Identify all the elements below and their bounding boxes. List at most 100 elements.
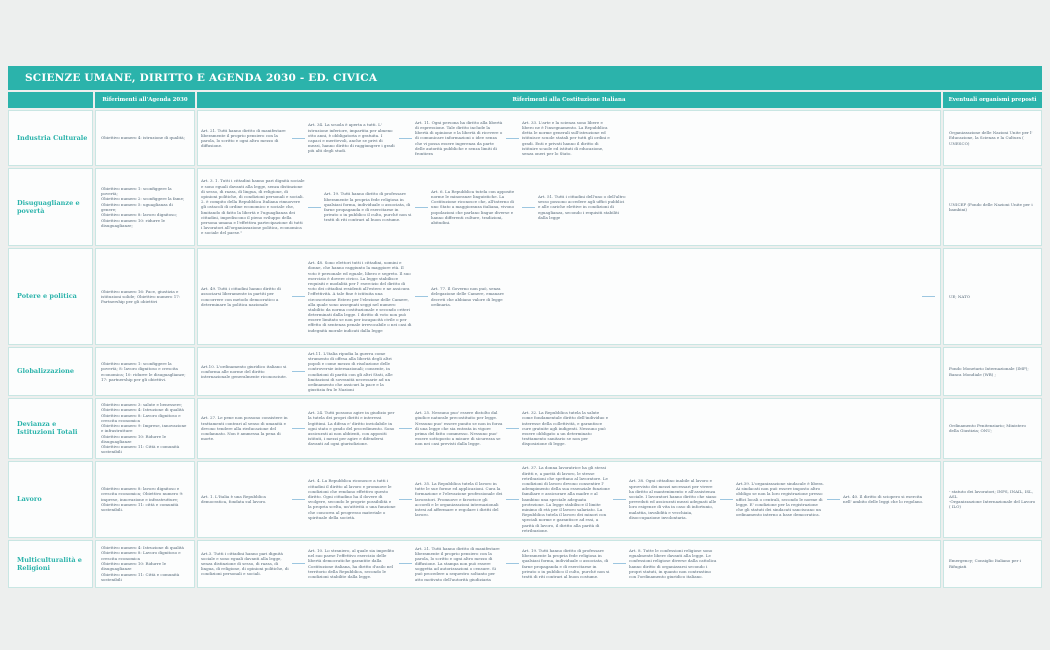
organismi-cell: Emergency; Consiglio Italiano per i Rifu… xyxy=(943,539,1042,588)
agenda-cell: Obiettivo numero 4: istruzione di qualit… xyxy=(95,110,195,166)
constitution-article: Art. 35. La Repubblica tutela il lavoro … xyxy=(415,481,503,518)
connector-line xyxy=(720,498,733,500)
agenda-text: Obiettivo numero 1: sconfiggere la pover… xyxy=(101,185,185,228)
organismi-text: UE; NATO xyxy=(949,293,971,299)
row-topic-globalizzazione: Globalizzazione xyxy=(8,347,93,396)
constitution-article: Art. 11. Ogni persona ha diritto alla li… xyxy=(415,119,503,156)
constitution-article: Art. 21. Tutti hanno diritto di manifest… xyxy=(415,545,500,582)
agenda-text: Obiettivo numero 1: sconfiggere la pover… xyxy=(101,360,186,382)
connector-line xyxy=(827,498,840,500)
agenda-cell: Obiettivo numero 4: Istruzione di qualit… xyxy=(95,539,195,588)
organismi-text: - statuto dei lavoratori; INPS, INAIL, I… xyxy=(949,488,1036,510)
connector-line xyxy=(613,563,626,565)
constitution-article: Art. 21. Tutti hanno diritto di manifest… xyxy=(201,127,286,149)
constitution-article: Art. 49. Tutti i cittadini hanno diritto… xyxy=(201,286,281,307)
organismi-text: Fondo Monetario Internazionale (IMF); Ba… xyxy=(949,366,1029,377)
constitution-article: Art. 33. L'arte e la scienza sono libere… xyxy=(522,119,610,156)
agenda-text: Obiettivo numero 3: salute e benessere; … xyxy=(101,402,187,455)
connector-line xyxy=(522,206,535,208)
connector-line xyxy=(506,137,519,139)
organismi-text: Emergency; Consiglio Italiano per i Rifu… xyxy=(949,558,1021,569)
row-topic-potere-politica: Potere e politica xyxy=(8,248,93,345)
connector-line xyxy=(415,206,428,208)
table-row: Disuguaglianze e povertà Obiettivo numer… xyxy=(8,168,1042,246)
constitution-article: Art. 32. La Repubblica tutela la salute … xyxy=(522,410,609,447)
table-row: Potere e politica Obiettivo numero 16: P… xyxy=(8,248,1042,345)
row-topic-lavoro: Lavoro xyxy=(8,460,93,538)
constitution-map-cell: Art. 3. 1. Tutti i cittadini hanno pari … xyxy=(197,168,941,246)
connector-line xyxy=(399,563,412,565)
row-topic-industria-culturale: Industria Culturale xyxy=(8,110,93,166)
connector-line xyxy=(292,498,305,500)
constitution-article: Art.11. L'Italia ripudia la guerra come … xyxy=(308,350,393,393)
constitution-article: Art. 34. La scuola è aperta a tutti. L' … xyxy=(308,122,395,154)
constitution-article: Art. 6. La Repubblica tutela con apposit… xyxy=(431,188,515,225)
agenda-cell: Obiettivo numero 16: Pace, giustizia e i… xyxy=(95,248,195,345)
organismi-cell: Organizzazione delle Nazioni Unite per l… xyxy=(943,110,1042,166)
header-organismi: Eventuali organismi preposti xyxy=(943,92,1042,108)
connector-line xyxy=(399,427,412,429)
organismi-text: UNICEF (Fondo delle Nazioni Unite per i … xyxy=(949,201,1033,212)
organismi-cell: UNICEF (Fondo delle Nazioni Unite per i … xyxy=(943,168,1042,246)
connector-line xyxy=(308,206,321,208)
page-title: SCIENZE UMANE, DIRITTO E AGENDA 2030 - E… xyxy=(8,66,1042,90)
organismi-text: Organizzazione delle Nazioni Unite per l… xyxy=(949,130,1033,146)
constitution-article: Art. 10. Lo straniero, al quale sia impe… xyxy=(308,548,395,580)
agenda-cell: Obiettivo numero 1: sconfiggere la pover… xyxy=(95,168,195,246)
constitution-map-cell: Art. 49. Tutti i cittadini hanno diritto… xyxy=(197,248,941,345)
table-header-row: Riferimenti all'Agenda 2030 Riferimenti … xyxy=(8,92,1042,108)
header-topic-cell xyxy=(8,92,93,108)
agenda-cell: Obiettivo numero 1: sconfiggere la pover… xyxy=(95,347,195,396)
agenda-text: Obiettivo numero 16: Pace, giustizia e i… xyxy=(101,288,181,305)
connector-line xyxy=(399,498,412,500)
constitution-article: Art. 40. Il diritto di sciopero si eserc… xyxy=(843,493,924,505)
connector-line xyxy=(292,371,305,372)
constitution-article: Art. 19. Tutti hanno diritto di professa… xyxy=(522,548,610,580)
connector-line xyxy=(922,296,935,297)
constitution-article: Art. 51. Tutti i cittadini dell'uno o de… xyxy=(538,194,626,220)
constitution-article: Art. 48. Sono elettori tutti i cittadini… xyxy=(308,260,412,333)
organismi-cell: UE; NATO xyxy=(943,248,1042,345)
header-agenda: Riferimenti all'Agenda 2030 xyxy=(95,92,195,108)
connector-line xyxy=(292,137,305,139)
connector-line xyxy=(292,427,305,429)
row-topic-devianza: Devianza e Istituzioni Totali xyxy=(8,398,93,459)
constitution-article: Art. 27. Le pene non possono consistere … xyxy=(201,415,288,442)
constitution-article: Art.39. L'organizzazione sindacale è lib… xyxy=(736,481,824,518)
constitution-article: Art. 8. Tutte le confessioni religiose s… xyxy=(629,548,717,580)
constitution-article: Art.3. Tutti i cittadini hanno pari dign… xyxy=(201,550,289,577)
agenda-text: Obiettivo numero 4: istruzione di qualit… xyxy=(101,135,185,141)
agenda-text: Obiettivo numero 8: lavoro dignitoso e c… xyxy=(101,485,184,513)
constitution-article: Art. 37. La donna lavoratrice ha gli ste… xyxy=(522,465,610,533)
constitution-map-cell: Art. 27. Le pene non possono consistere … xyxy=(197,398,941,459)
constitution-article: Art. 4. La Repubblica riconosce a tutti … xyxy=(308,478,396,520)
table-row: Industria Culturale Obiettivo numero 4: … xyxy=(8,110,1042,166)
connector-line xyxy=(292,563,305,565)
connector-line xyxy=(613,498,626,500)
connector-line xyxy=(292,296,305,297)
table-row: Globalizzazione Obiettivo numero 1: scon… xyxy=(8,347,1042,396)
constitution-article: Art. 3. 1. Tutti i cittadini hanno pari … xyxy=(201,178,305,236)
constitution-article: Art. 38. Ogni cittadino inabile al lavor… xyxy=(629,478,717,520)
main-table: Riferimenti all'Agenda 2030 Riferimenti … xyxy=(8,92,1042,588)
agenda-cell: Obiettivo numero 8: lavoro dignitoso e c… xyxy=(95,460,195,538)
connector-line xyxy=(506,563,519,565)
row-topic-disuguaglianze: Disuguaglianze e povertà xyxy=(8,168,93,246)
constitution-article: Art. 19. Tutti hanno diritto di professa… xyxy=(324,191,412,223)
connector-line xyxy=(506,498,519,500)
organismi-text: Ordinamento Penitenziario; Ministero del… xyxy=(949,423,1026,434)
constitution-article: Art. 24. Tutti possono agire in giudizio… xyxy=(308,410,395,447)
organismi-cell: Fondo Monetario Internazionale (IMF); Ba… xyxy=(943,347,1042,396)
connector-line xyxy=(506,427,519,429)
constitution-map-cell: Art. 1. L'Italia è una Repubblica democr… xyxy=(197,460,941,538)
connector-line xyxy=(399,137,412,139)
constitution-map-cell: Art.10. L'ordinamento giuridico italiano… xyxy=(197,347,941,396)
table-row: Devianza e Istituzioni Totali Obiettivo … xyxy=(8,398,1042,459)
constitution-article: Art. 77. Il Governo non può, senza deleg… xyxy=(431,286,504,307)
table-row: Multiculturalità e Religioni Obiettivo n… xyxy=(8,539,1042,588)
document-sheet: SCIENZE UMANE, DIRITTO E AGENDA 2030 - E… xyxy=(8,66,1042,588)
constitution-map-cell: Art. 21. Tutti hanno diritto di manifest… xyxy=(197,110,941,166)
table-row: Lavoro Obiettivo numero 8: lavoro dignit… xyxy=(8,460,1042,538)
agenda-text: Obiettivo numero 4: Istruzione di qualit… xyxy=(101,545,184,582)
constitution-article: Art. 25. Nessuno puo' essere distolto da… xyxy=(415,410,503,447)
